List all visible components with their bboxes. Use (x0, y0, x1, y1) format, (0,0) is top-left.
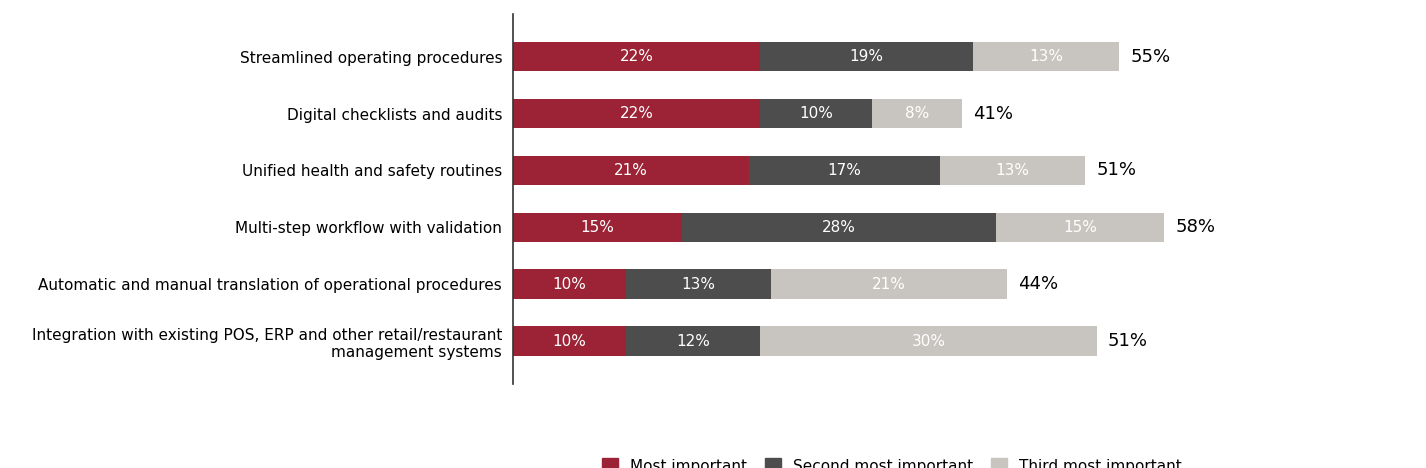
Text: 21%: 21% (615, 163, 647, 178)
Text: 41%: 41% (974, 104, 1014, 123)
Bar (513, 156, 749, 185)
Bar (626, 326, 760, 356)
Bar (760, 326, 1097, 356)
Bar (749, 156, 940, 185)
Bar (873, 99, 963, 128)
Text: 55%: 55% (1131, 48, 1171, 66)
Bar (513, 99, 760, 128)
Bar (513, 270, 626, 299)
Bar (760, 42, 974, 72)
Text: 10%: 10% (800, 106, 833, 121)
Bar (513, 212, 682, 242)
Text: 51%: 51% (1097, 161, 1137, 179)
Bar (940, 156, 1085, 185)
Text: 28%: 28% (821, 220, 856, 235)
Text: 12%: 12% (676, 334, 710, 349)
Text: 51%: 51% (1108, 332, 1148, 350)
Legend: Most important, Second most important, Third most important: Most important, Second most important, T… (596, 453, 1188, 468)
Text: 17%: 17% (827, 163, 861, 178)
Text: 10%: 10% (552, 277, 586, 292)
Bar (974, 42, 1119, 72)
Text: 58%: 58% (1175, 219, 1215, 236)
Bar (995, 212, 1164, 242)
Text: 22%: 22% (620, 106, 653, 121)
Bar (513, 326, 626, 356)
Bar (760, 99, 873, 128)
Text: 22%: 22% (620, 49, 653, 64)
Text: 10%: 10% (552, 334, 586, 349)
Text: 13%: 13% (1030, 49, 1064, 64)
Text: 21%: 21% (873, 277, 906, 292)
Bar (682, 212, 995, 242)
Text: 13%: 13% (995, 163, 1030, 178)
Text: 15%: 15% (580, 220, 615, 235)
Text: 8%: 8% (906, 106, 930, 121)
Text: 15%: 15% (1062, 220, 1097, 235)
Text: 30%: 30% (911, 334, 945, 349)
Text: 44%: 44% (1018, 275, 1058, 293)
Text: 13%: 13% (682, 277, 716, 292)
Bar (513, 42, 760, 72)
Bar (771, 270, 1007, 299)
Bar (626, 270, 771, 299)
Text: 19%: 19% (850, 49, 884, 64)
